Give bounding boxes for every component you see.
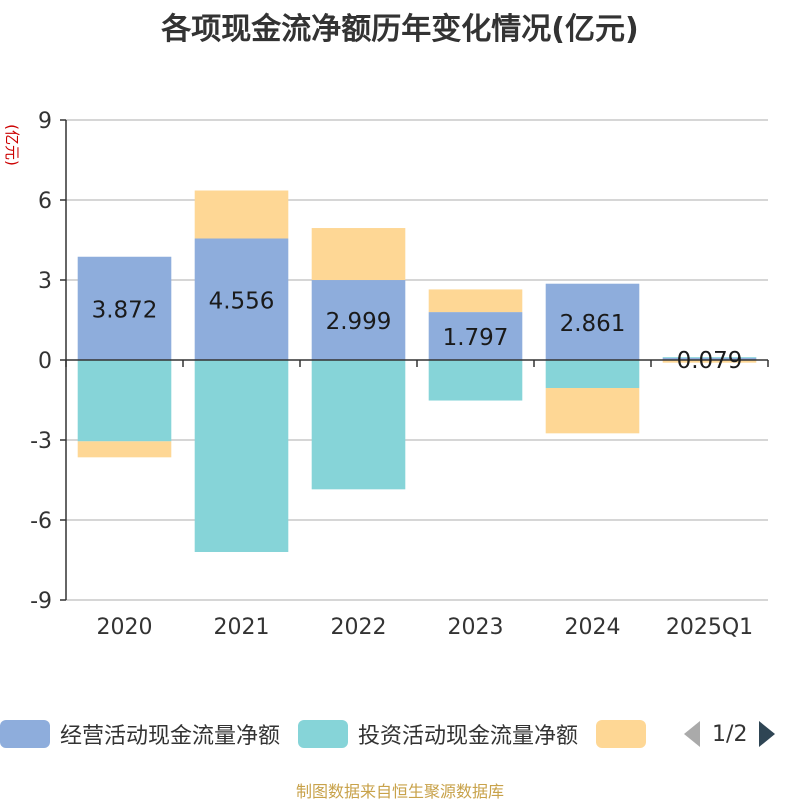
bar-series0-2022[interactable] (311, 280, 406, 360)
y-tick-label: 0 (38, 349, 52, 374)
legend-item-operating[interactable]: 经营活动现金流量净额 (0, 718, 280, 750)
y-tick-label: -6 (30, 509, 52, 534)
source-note: 制图数据来自恒生聚源数据库 (295, 782, 504, 801)
legend-label-investing: 投资活动现金流量净额 (358, 724, 579, 749)
bar-value-label: 0.079 (677, 348, 743, 374)
bar-value-label: 4.556 (209, 288, 275, 314)
legend-label-operating: 经营活动现金流量净额 (60, 724, 281, 749)
bar-series2-2020[interactable] (77, 441, 172, 458)
y-tick-label: 3 (38, 269, 52, 294)
bar-series1-2022[interactable] (311, 360, 406, 490)
bar-value-label: 1.797 (443, 325, 509, 351)
x-tick-label: 2023 (448, 615, 504, 640)
bar-series0-2024[interactable] (545, 283, 640, 360)
x-tick-label: 2021 (214, 615, 270, 640)
legend-pager: 1/2 (684, 721, 776, 747)
legend-swatch-operating (0, 720, 50, 748)
bar-series0-2025Q1[interactable] (662, 357, 757, 360)
pager-prev-icon[interactable] (684, 721, 701, 747)
legend-swatch-third (596, 720, 647, 748)
bar-value-label: 2.861 (560, 311, 626, 337)
bar-series2-2022[interactable] (311, 228, 406, 281)
x-tick-label: 2025Q1 (666, 615, 753, 640)
legend-swatch-investing (298, 720, 349, 748)
legend-item-third[interactable] (596, 720, 656, 748)
y-axis-label: (亿元) (3, 124, 21, 166)
chart-plot: (亿元) 9 6 3 0 -3 -6 -9 2020 2021 2022 2023 2024 2025Q… (3, 109, 769, 640)
y-tick-label: 9 (38, 109, 52, 134)
bar-series2-2023[interactable] (428, 289, 523, 313)
bar-series2-2024[interactable] (545, 388, 640, 434)
bar-value-label: 2.999 (326, 309, 392, 335)
pager-text: 1/2 (712, 721, 748, 747)
y-tick-label: -9 (30, 589, 52, 614)
bar-series0-2021[interactable] (194, 238, 289, 360)
bar-series0-2023[interactable] (428, 312, 523, 360)
legend: 经营活动现金流量净额 投资活动现金流量净额 1/2 (0, 714, 800, 754)
chart-title: 各项现金流净额历年变化情况(亿元) (161, 12, 639, 47)
bar-series2-2021[interactable] (194, 190, 289, 239)
bar-value-label: 3.872 (92, 297, 158, 323)
bar-series1-2024[interactable] (545, 360, 640, 388)
bar-series0-2020[interactable] (77, 256, 172, 360)
x-tick-label: 2022 (331, 615, 387, 640)
bar-series1-2021[interactable] (194, 360, 289, 552)
y-tick-label: 6 (38, 189, 52, 214)
bar-series1-2020[interactable] (77, 360, 172, 442)
bar-series1-2025Q1[interactable] (662, 357, 757, 358)
bar-series2-2025Q1[interactable] (662, 360, 757, 363)
pager-next-icon[interactable] (759, 721, 776, 747)
legend-item-investing[interactable]: 投资活动现金流量净额 (298, 718, 578, 750)
x-tick-label: 2020 (97, 615, 153, 640)
bar-series1-2023[interactable] (428, 360, 523, 401)
x-tick-label: 2024 (565, 615, 621, 640)
y-tick-label: -3 (30, 429, 52, 454)
